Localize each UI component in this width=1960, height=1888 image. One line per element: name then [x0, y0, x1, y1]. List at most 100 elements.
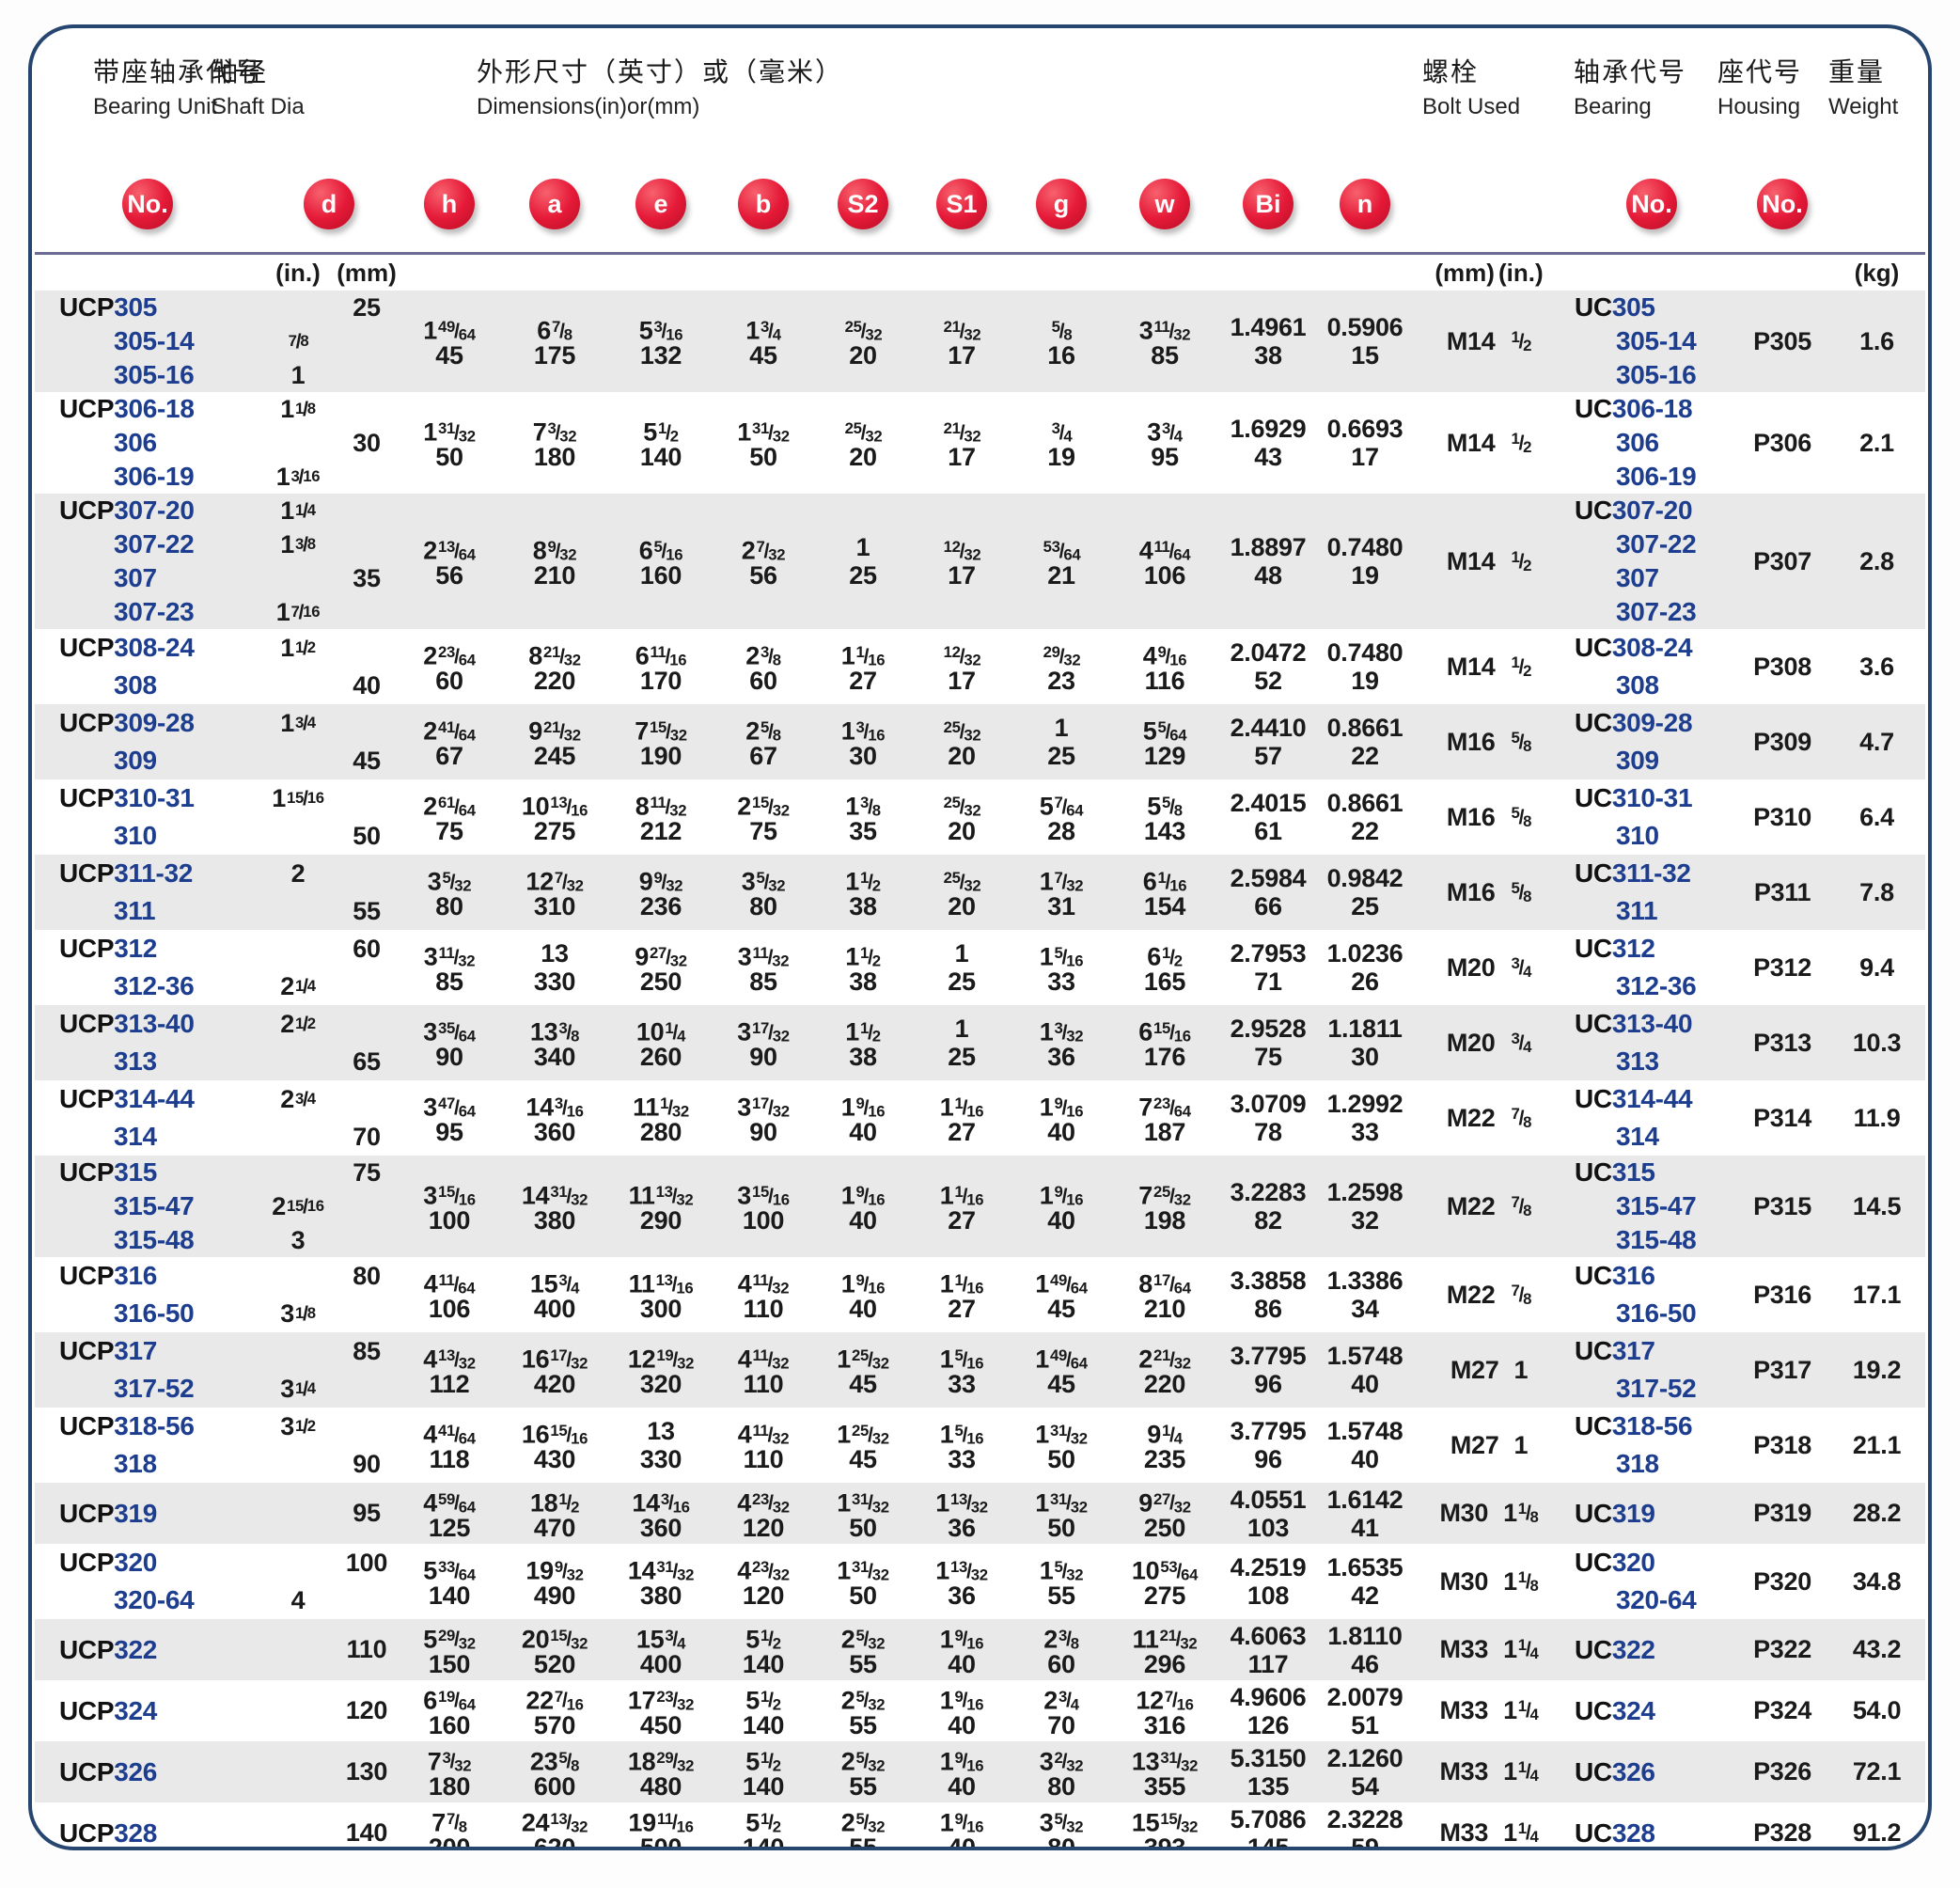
dim-a-in: 67/8 — [537, 316, 572, 345]
dim-n-in: 1.3386 — [1326, 1267, 1403, 1295]
dim-g-mm: 23 — [1047, 667, 1075, 695]
dim-n-cell: 0.7480 19 — [1319, 629, 1411, 704]
badge-unit-no: No. — [122, 179, 173, 229]
dim-Bi-cell: 3.7795 96 — [1217, 1332, 1319, 1408]
shaft-dia-mm-value — [336, 968, 398, 1005]
badge-e: e — [635, 179, 686, 229]
dim-n-in: 1.2598 — [1326, 1178, 1403, 1206]
shaft-dia-in-cell — [260, 1619, 336, 1680]
dim-a-mm: 340 — [533, 1043, 576, 1071]
dim-e-cell: 101/4 260 — [608, 1005, 713, 1080]
dim-S1-mm: 40 — [948, 1833, 976, 1850]
shaft-dia-in-value — [260, 291, 336, 324]
dim-n-cell: 1.8110 46 — [1319, 1619, 1411, 1680]
bolt-cell: M27 1 — [1411, 1332, 1567, 1408]
dim-n-cell: 1.2992 33 — [1319, 1080, 1411, 1156]
dim-e-cell: 65/16 160 — [608, 494, 713, 629]
dim-h-mm: 85 — [435, 968, 463, 996]
dim-b-cell: 423/32 120 — [713, 1483, 813, 1544]
housing-no-cell: P326 — [1753, 1757, 1811, 1786]
shaft-dia-in-value: 2 3/4 — [280, 1084, 316, 1113]
dim-n-cell: 2.3228 59 — [1319, 1802, 1411, 1848]
dim-b-mm: 140 — [742, 1710, 785, 1739]
dim-h-cell: 459/64 125 — [398, 1483, 501, 1544]
dim-g-in: 23/4 — [1043, 1686, 1079, 1715]
dim-w-mm: 198 — [1143, 1206, 1186, 1235]
header-bearing-unit-en: Bearing Unit — [93, 94, 218, 119]
dim-S1-mm: 40 — [948, 1771, 976, 1801]
dim-n-in: 1.6535 — [1326, 1553, 1403, 1581]
shaft-dia-mm-value — [336, 494, 398, 527]
bolt-size-in: 1 — [1513, 1430, 1529, 1459]
column-badges: No. d h a e b S2 S1 g w Bi n No. No. — [35, 167, 1925, 241]
dim-w-in: 61/16 — [1142, 867, 1187, 896]
header-bearing-unit-zh: 带座轴承代号 — [93, 57, 263, 87]
dim-S2-in: 25/32 — [840, 1747, 886, 1776]
dim-w-in: 1515/32 — [1131, 1808, 1199, 1837]
shaft-dia-in-value: 2 1/2 — [280, 1009, 316, 1038]
shaft-dia-mm-value: 40 — [353, 670, 381, 700]
dim-S1-in: 25/32 — [943, 869, 981, 895]
subheader-bolt-in: (in.) — [1497, 258, 1544, 287]
shaft-dia-mm-value — [336, 1080, 398, 1118]
dim-Bi-mm: 145 — [1247, 1833, 1290, 1850]
dim-a-cell: 181/2 470 — [501, 1483, 608, 1544]
shaft-dia-mm-cell: 120 — [336, 1680, 398, 1741]
dim-w-cell: 91/4 235 — [1112, 1408, 1217, 1483]
dim-h-in: 315/16 — [423, 1181, 476, 1210]
dim-h-mm: 60 — [435, 667, 463, 695]
bearing-no-cell: UC 319 — [1567, 1483, 1736, 1544]
dim-S2-in: 13/16 — [840, 716, 886, 746]
shaft-dia-mm-cell: 70 — [336, 1080, 398, 1156]
bearing-unit-code: 307 — [114, 563, 157, 592]
dim-e-cell: 53/16 132 — [608, 291, 713, 392]
bolt-size-mm: M20 — [1446, 952, 1496, 982]
shaft-dia-in-value: 1 1/2 — [280, 633, 316, 662]
shaft-dia-in-value — [260, 892, 336, 930]
dim-S1-in: 11/16 — [939, 1181, 984, 1210]
table-row: UCP 311-32 311 2 55 35/32 80 127/32 310 99/32 236 3… — [35, 855, 1925, 930]
dim-h-cell: 529/32 150 — [398, 1619, 501, 1680]
dim-S1-cell: 113/32 36 — [913, 1544, 1011, 1619]
shaft-dia-in-value — [260, 1043, 336, 1080]
dim-h-cell: 77/8 200 — [398, 1802, 501, 1847]
table-row: UCP 317 317-52 3 1/4 85 413/32 112 1617/32 420 121… — [35, 1332, 1925, 1408]
dim-w-mm: 154 — [1143, 892, 1186, 920]
bolt-size-in: 1 — [1513, 1355, 1529, 1384]
dim-Bi-mm: 126 — [1247, 1710, 1290, 1739]
dim-n-in: 2.1260 — [1326, 1743, 1403, 1772]
dim-g-cell: 149/64 45 — [1011, 1332, 1112, 1408]
bearing-unit-code: UCP 307-20 — [59, 496, 195, 525]
dim-w-mm: 250 — [1143, 1513, 1186, 1542]
dim-S2-cell: 1 25 — [813, 494, 913, 629]
dim-w-in: 33/4 — [1147, 417, 1183, 447]
dim-S1-in: 15/16 — [939, 1420, 984, 1449]
dim-a-cell: 127/32 310 — [501, 855, 608, 930]
weight-cell: 19.2 — [1852, 1355, 1902, 1384]
bolt-cell: M14 1/2 — [1411, 494, 1567, 629]
dim-g-mm: 33 — [1047, 968, 1075, 996]
dim-h-mm: 56 — [435, 561, 463, 590]
dim-w-mm: 393 — [1143, 1833, 1186, 1850]
dim-g-in: 149/64 — [1035, 1345, 1088, 1374]
dim-b-cell: 131/32 50 — [713, 392, 813, 494]
shaft-dia-in-cell: 1 1/2 — [260, 629, 336, 704]
header-shaft-dia-en: Shaft Dia — [212, 94, 305, 119]
dim-h-cell: 441/64 118 — [398, 1408, 501, 1483]
dim-g-in: 32/32 — [1039, 1747, 1084, 1776]
shaft-dia-in-value: 1 3/16 — [275, 462, 321, 491]
dim-a-in: 227/16 — [525, 1686, 584, 1715]
dim-S2-cell: 25/32 20 — [813, 392, 913, 494]
dim-n-in: 1.2992 — [1326, 1090, 1403, 1118]
dim-b-in: 51/2 — [745, 1625, 781, 1654]
weight-cell: 11.9 — [1853, 1103, 1901, 1132]
dim-n-in: 1.0236 — [1326, 939, 1403, 968]
shaft-dia-mm-value — [336, 527, 398, 561]
shaft-dia-in-value — [260, 930, 336, 968]
bearing-no-code: UC 308-24 — [1575, 633, 1693, 662]
bolt-cell: M22 7/8 — [1411, 1156, 1567, 1257]
bearing-unit-code: 306 — [114, 428, 157, 457]
bearing-unit-code: UCP 319 — [59, 1498, 158, 1528]
dim-n-mm: 26 — [1351, 968, 1379, 996]
shaft-dia-mm-value — [336, 460, 398, 494]
